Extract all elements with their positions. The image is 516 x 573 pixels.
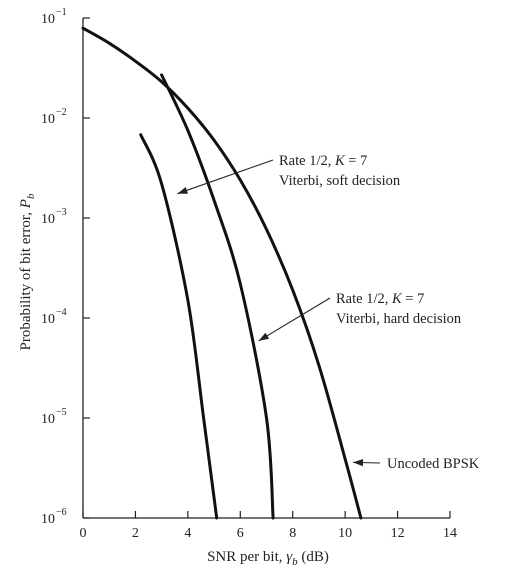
uncoded-bpsk-annotation: Uncoded BPSK [352,456,480,472]
y-tick-exponent: −2 [56,107,67,118]
x-tick-label: 10 [338,526,352,541]
x-tick-label: 12 [391,526,405,541]
y-tick-label: 10 [41,412,55,427]
axes [82,18,450,519]
y-tick-label: 10 [41,312,55,327]
x-tick-label: 6 [237,526,244,541]
annotation-arrowhead [177,187,188,194]
x-axis-label: SNR per bit, γb (dB) [207,549,329,568]
y-tick-exponent: −4 [56,307,67,318]
annotation-line-1: Rate 1/2, K = 7 [336,291,424,307]
uncoded-bpsk-curve [81,26,363,520]
hard-decision-curve [160,73,275,520]
y-tick-exponent: −3 [56,207,67,218]
y-axis-label: Probability of bit error, Pb [18,193,37,350]
x-tick-label: 4 [184,526,191,541]
curves [81,26,363,520]
y-tick-label: 10 [41,212,55,227]
annotation-arrowhead [258,332,270,341]
x-tick-label: 2 [132,526,139,541]
soft-decision-annotation: Rate 1/2, K = 7 Viterbi, soft decision [177,153,401,195]
y-tick-label: 10 [41,12,55,27]
x-axis-ticks: 0 2 4 6 8 10 12 14 [80,511,457,541]
y-tick-label: 10 [41,512,55,527]
y-axis-ticks: 10−110−210−310−410−510−6 [41,7,90,527]
y-tick-exponent: −5 [56,407,67,418]
annotation-line-1: Uncoded BPSK [387,456,480,472]
y-tick-exponent: −6 [56,507,67,518]
annotation-arrowhead [353,459,364,467]
y-tick-exponent: −1 [56,7,67,18]
annotation-line-2: Viterbi, hard decision [336,311,462,327]
x-tick-label: 0 [80,526,87,541]
hard-decision-annotation: Rate 1/2, K = 7 Viterbi, hard decision [258,291,462,342]
annotation-arrow [258,297,331,342]
x-tick-label: 14 [443,526,457,541]
y-tick-label: 10 [41,112,55,127]
annotation-line-2: Viterbi, soft decision [279,173,401,189]
soft-decision-curve [139,133,219,520]
annotation-line-1: Rate 1/2, K = 7 [279,153,367,169]
annotation-arrow [177,159,274,195]
x-tick-label: 8 [289,526,296,541]
